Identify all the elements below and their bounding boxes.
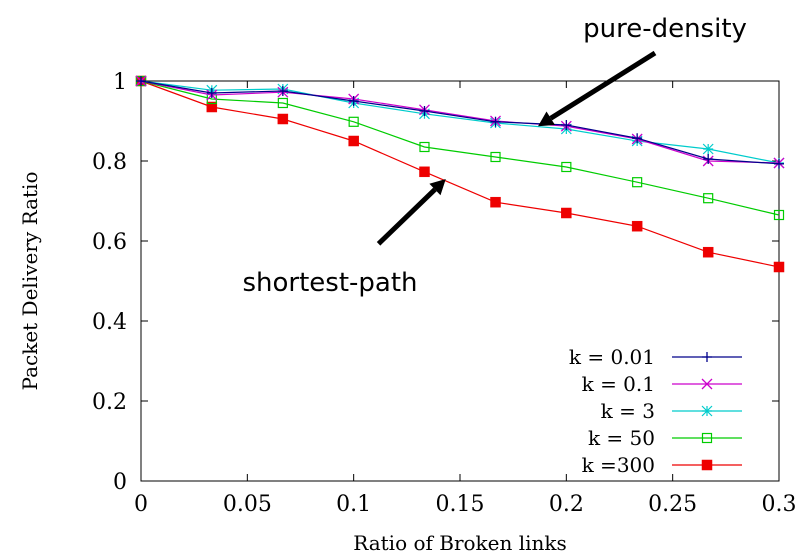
arrow-shaft	[376, 187, 437, 246]
data-point	[701, 378, 713, 390]
arrow-head	[429, 179, 446, 196]
x-tick-label: 0.2	[549, 492, 584, 517]
data-point	[701, 432, 713, 444]
y-axis-label: Packet Delivery Ratio	[18, 172, 42, 391]
data-point	[348, 135, 359, 147]
x-tick-label: 0.25	[648, 492, 697, 517]
data-point	[703, 154, 714, 164]
series-layer	[135, 75, 785, 273]
x-axis-label: Ratio of Broken links	[353, 531, 567, 555]
series-line	[140, 80, 780, 164]
data-point	[277, 113, 289, 125]
data-point	[702, 246, 714, 258]
data-point	[277, 86, 288, 96]
data-point	[348, 96, 359, 106]
series-line	[140, 80, 780, 216]
legend-item: k = 0.01	[569, 345, 742, 369]
data-point	[702, 143, 714, 155]
data-point	[561, 161, 572, 173]
y-tick-label: 0.8	[92, 150, 127, 175]
y-tick-label: 0.6	[92, 230, 127, 255]
data-point	[701, 405, 713, 417]
arrow-shortest-path	[376, 179, 446, 246]
data-point	[206, 88, 217, 98]
data-point	[774, 158, 784, 169]
legend-item: k = 50	[588, 426, 742, 450]
annotation-shortest-path: shortest-path	[242, 268, 417, 298]
y-tick-label: 0	[113, 470, 127, 495]
y-axis-ticks: 0 0.2 0.4 0.6 0.8 1	[92, 70, 779, 495]
legend-label: k = 0.1	[582, 372, 655, 396]
series-3	[135, 75, 785, 221]
data-point	[703, 193, 714, 204]
data-point	[419, 166, 430, 178]
data-point	[632, 133, 643, 144]
series-0	[136, 76, 784, 169]
data-point	[419, 141, 430, 153]
legend-item: k =300	[582, 453, 742, 477]
data-point	[773, 209, 785, 221]
data-point	[419, 106, 430, 116]
legend-label: k = 3	[601, 399, 655, 423]
annotations: pure-density shortest-path	[242, 14, 746, 298]
data-point	[277, 97, 288, 109]
legend: k = 0.01 k = 0.1 k = 3 k = 50 k =300	[569, 345, 742, 477]
data-point	[348, 116, 359, 127]
x-tick-label: 0.1	[336, 492, 371, 517]
series-line	[140, 80, 780, 268]
legend-item: k = 3	[601, 399, 742, 423]
annotation-pure-density: pure-density	[583, 14, 747, 44]
data-point	[490, 151, 501, 163]
data-point	[632, 177, 643, 188]
y-tick-label: 1	[113, 70, 127, 95]
plot-border	[140, 80, 780, 482]
data-point	[701, 459, 713, 471]
data-point	[561, 120, 572, 130]
series-4	[135, 75, 785, 273]
x-tick-label: 0	[134, 492, 148, 517]
data-point	[561, 207, 572, 219]
data-point	[490, 116, 501, 127]
arrow-shaft	[549, 50, 657, 121]
legend-item: k = 0.1	[582, 372, 742, 396]
legend-label: k = 0.01	[569, 345, 655, 369]
legend-label: k =300	[582, 453, 655, 477]
arrow-head	[538, 111, 555, 127]
data-point	[490, 196, 501, 208]
y-tick-label: 0.2	[92, 390, 127, 415]
data-point	[773, 261, 785, 273]
arrow-pure-density	[538, 50, 657, 127]
x-tick-label: 0.3	[762, 492, 797, 517]
series-line	[140, 80, 780, 164]
x-tick-label: 0.05	[223, 492, 272, 517]
data-point	[206, 101, 218, 113]
legend-label: k = 50	[588, 426, 655, 450]
data-point	[136, 76, 146, 86]
x-axis-ticks: 0 0.05 0.1 0.15 0.2 0.25 0.3	[134, 81, 797, 517]
y-tick-label: 0.4	[92, 310, 127, 335]
series-line	[140, 80, 780, 165]
plot-frame	[140, 80, 780, 482]
data-point	[631, 220, 643, 232]
x-tick-label: 0.15	[436, 492, 485, 517]
data-point	[702, 352, 712, 362]
